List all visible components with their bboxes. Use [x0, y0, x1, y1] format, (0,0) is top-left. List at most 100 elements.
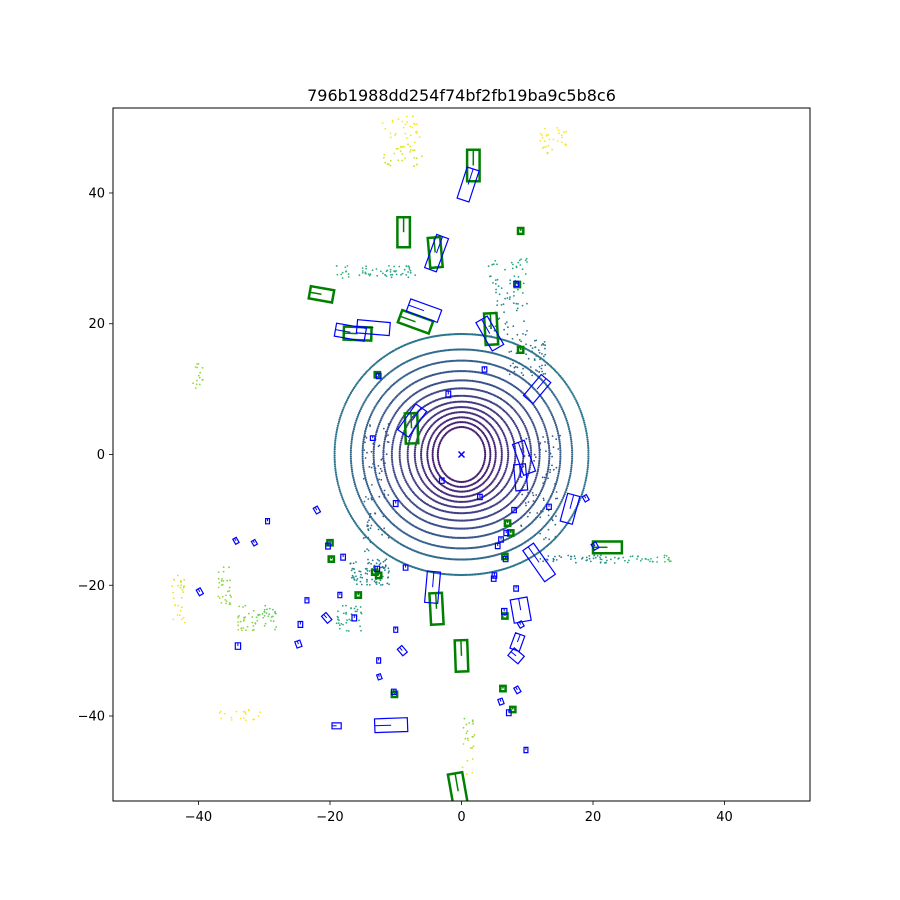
lidar-point: [397, 483, 400, 486]
lidar-point: [361, 459, 364, 463]
lidar-point: [529, 511, 531, 514]
lidar-point: [517, 505, 520, 508]
lidar-point: [437, 445, 440, 448]
lidar-point: [237, 621, 240, 623]
lidar-point: [411, 501, 414, 505]
lidar-point: [414, 481, 417, 485]
lidar-point: [393, 493, 396, 496]
lidar-point: [372, 387, 375, 390]
lidar-point: [356, 578, 359, 580]
lidar-point: [181, 606, 183, 609]
lidar-point: [571, 451, 574, 454]
lidar-point: [414, 446, 417, 449]
lidar-point: [546, 134, 548, 136]
lidar-point: [472, 722, 474, 725]
lidar-point: [581, 491, 584, 494]
lidar-point: [498, 439, 501, 442]
lidar-point: [570, 558, 572, 560]
lidar-point: [532, 422, 535, 425]
lidar-point: [543, 538, 545, 541]
lidar-point: [385, 435, 388, 437]
lidar-point: [551, 490, 555, 493]
lidar-point: [552, 560, 555, 563]
lidar-point: [362, 464, 365, 467]
lidar-point: [408, 437, 411, 440]
lidar-point: [542, 398, 545, 401]
lidar-point: [262, 616, 265, 619]
lidar-point: [462, 743, 465, 745]
lidar-point: [459, 394, 462, 397]
lidar-point: [539, 358, 541, 361]
lidar-point: [372, 450, 375, 453]
lidar-point: [535, 339, 538, 342]
lidar-point: [471, 573, 474, 576]
lidar-point: [557, 373, 561, 376]
lidar-point: [561, 378, 564, 381]
lidar-point: [496, 483, 500, 486]
lidar-point: [545, 146, 547, 148]
lidar-point: [222, 570, 225, 573]
lidar-point: [484, 350, 487, 353]
prediction-box: [523, 746, 529, 754]
lidar-point: [353, 481, 356, 484]
lidar-point: [360, 573, 362, 576]
lidar-point: [393, 413, 396, 416]
lidar-point: [410, 489, 413, 492]
lidar-point: [176, 574, 179, 577]
lidar-point: [392, 399, 395, 402]
lidar-point: [572, 394, 575, 397]
lidar-point: [525, 257, 528, 260]
lidar-point: [587, 444, 590, 447]
lidar-point: [433, 465, 436, 468]
lidar-point: [461, 500, 464, 503]
lidar-point: [386, 582, 389, 585]
lidar-point: [333, 458, 336, 461]
lidar-point: [367, 558, 369, 561]
lidar-point: [392, 437, 395, 440]
lidar-point: [455, 495, 458, 498]
lidar-point: [449, 527, 452, 530]
lidar-point: [366, 395, 369, 398]
lidar-point: [554, 423, 558, 427]
lidar-point: [399, 443, 402, 446]
lidar-point: [529, 462, 532, 465]
lidar-point: [396, 425, 399, 428]
lidar-point: [388, 503, 391, 506]
lidar-point: [663, 556, 666, 559]
lidar-point: [576, 401, 579, 405]
lidar-point: [565, 487, 568, 490]
lidar-point: [582, 419, 585, 422]
lidar-point: [337, 618, 339, 621]
lidar-point: [574, 557, 577, 560]
lidar-point: [424, 434, 427, 437]
prediction-box-heading: [314, 506, 318, 511]
lidar-point: [506, 370, 509, 372]
lidar-point: [201, 366, 204, 369]
y-tick-label: 20: [88, 317, 105, 332]
lidar-point: [511, 337, 514, 340]
lidar-point: [362, 537, 365, 540]
lidar-point: [512, 325, 515, 328]
lidar-point: [398, 458, 401, 461]
lidar-point: [352, 562, 355, 565]
lidar-point: [242, 717, 245, 719]
lidar-point: [457, 511, 460, 515]
lidar-point: [488, 445, 491, 448]
lidar-point: [494, 451, 497, 454]
lidar-point: [335, 428, 339, 431]
lidar-point: [426, 456, 429, 459]
lidar-point: [467, 519, 470, 522]
ground-truth-box: [396, 308, 435, 336]
lidar-point: [564, 491, 567, 494]
lidar-point: [368, 466, 371, 468]
lidar-point: [268, 607, 271, 610]
lidar-point: [556, 477, 559, 479]
lidar-point: [472, 518, 475, 521]
lidar-point: [500, 461, 503, 464]
lidar-point: [665, 555, 668, 557]
prediction-box-heading: [510, 651, 517, 657]
lidar-point: [532, 494, 535, 497]
lidar-point: [514, 423, 517, 426]
lidar-point: [469, 511, 473, 514]
lidar-point: [353, 425, 356, 428]
